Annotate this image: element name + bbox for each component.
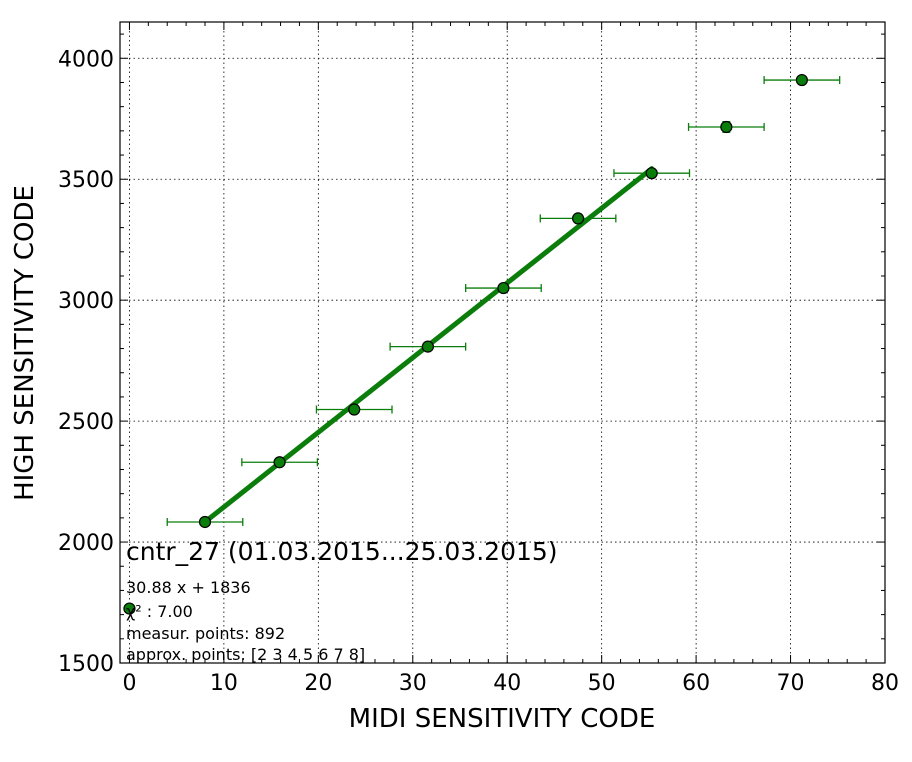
x-tick-label: 30 [399,671,427,696]
data-point-5 [389,340,467,353]
x-tick-label: 40 [493,671,521,696]
y-tick-label: 3500 [58,168,114,193]
x-axis-title: MIDI SENSITIVITY CODE [349,704,656,734]
y-tick-label: 1500 [58,652,114,677]
data-point-6 [465,281,542,295]
plot-frame [119,21,886,664]
point-marker [198,515,212,529]
y-tick-labels: 1500 2000 2500 3000 3500 4000 [58,47,114,677]
x-tick-label: 60 [682,671,710,696]
chi-square: χ² : 7.00 [126,602,193,621]
x-tick-label: 80 [871,671,899,696]
point-marker [497,281,510,295]
point-marker [348,403,361,416]
data-point-10 [763,73,841,87]
y-axis-title: HIGH SENSITIVITY CODE [10,185,40,501]
chart-title: cntr_27 (01.03.2015...25.03.2015) [126,537,558,566]
data-point-7 [539,212,617,225]
points-layer [123,73,841,615]
x-tick-label: 0 [122,671,136,696]
point-marker [123,602,136,615]
data-point-4 [315,403,393,416]
data-point-9 [687,120,765,134]
data-point-1 [123,602,136,615]
point-marker [645,167,658,180]
x-tick-label: 50 [588,671,616,696]
ticks [120,22,886,664]
x-tick-labels: 0 10 20 30 40 50 60 70 80 [122,671,899,696]
data-point-3 [241,456,319,469]
x-tick-label: 20 [304,671,332,696]
y-tick-label: 2500 [58,410,114,435]
point-marker [795,73,808,87]
point-marker [720,120,733,134]
y-tick-label: 2000 [58,531,114,556]
data-point-8 [613,167,691,180]
measur-points: measur. points: 892 [126,624,285,643]
y-tick-label: 3000 [58,289,114,314]
point-marker [421,340,434,353]
data-point-2 [166,515,244,529]
x-tick-label: 10 [210,671,238,696]
point-marker [571,212,585,225]
fit-equation: 30.88 x + 1836 [126,578,251,597]
point-marker [273,456,286,469]
approx-points: approx. points: [2 3 4 5 6 7 8] [126,645,365,664]
y-tick-label: 4000 [58,47,114,72]
x-tick-label: 70 [777,671,805,696]
